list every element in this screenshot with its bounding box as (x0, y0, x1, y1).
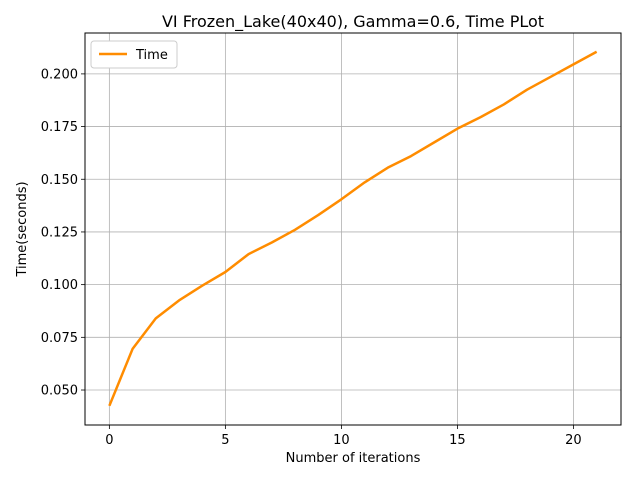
y-axis-ticks: 0.050 0.075 0.100 0.125 0.150 0.175 0.200 (41, 67, 85, 399)
legend-label-time: Time (135, 48, 168, 63)
y-tick-label: 0.150 (41, 173, 78, 188)
x-tick-label: 10 (333, 433, 350, 448)
legend-box (90, 40, 178, 69)
x-axis-label: Number of iterations (286, 451, 421, 466)
y-tick-label: 0.075 (41, 331, 78, 346)
x-tick-label: 15 (449, 433, 466, 448)
y-axis-label: Time(seconds) (15, 181, 30, 277)
y-tick-label: 0.050 (41, 384, 78, 399)
x-tick-label: 20 (565, 433, 582, 448)
series-line-time (108, 50, 598, 407)
y-tick-label: 0.200 (41, 67, 78, 82)
x-tick-label: 5 (221, 433, 229, 448)
gridlines (85, 33, 621, 425)
x-tick-label: 0 (105, 433, 113, 448)
y-tick-label: 0.175 (41, 120, 78, 135)
chart-title: VI Frozen_Lake(40x40), Gamma=0.6, Time P… (162, 12, 544, 32)
series-layer (108, 50, 598, 407)
y-tick-label: 0.100 (41, 278, 78, 293)
x-axis-ticks: 0 5 10 15 20 (105, 425, 582, 448)
plot-frame (84, 32, 622, 426)
y-tick-label: 0.125 (41, 225, 78, 240)
legend: Time (90, 40, 178, 69)
